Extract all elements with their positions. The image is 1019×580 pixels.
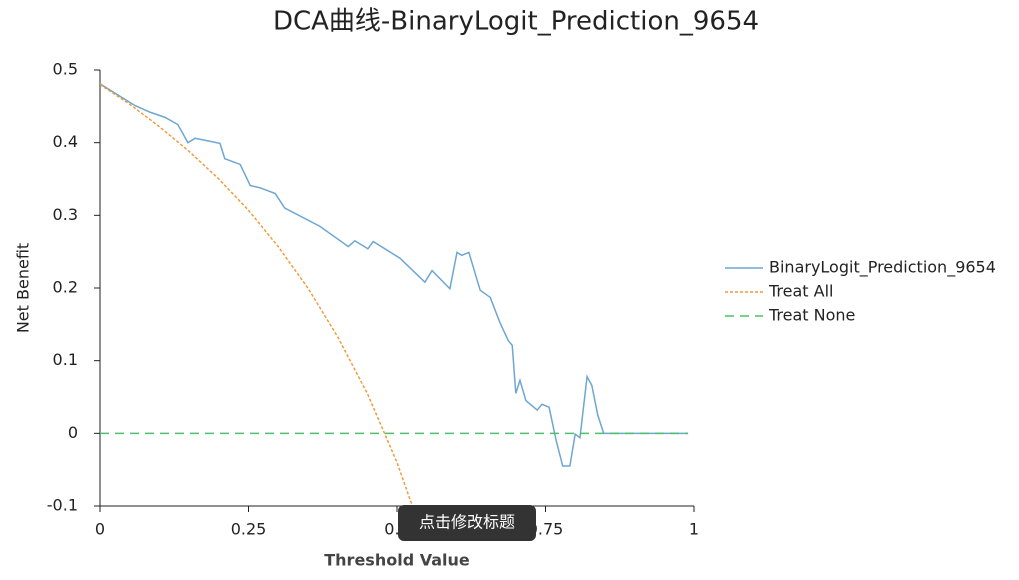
tooltip-text: 点击修改标题 [419,513,515,532]
y-tick-label: 0.4 [53,132,78,151]
y-tick-label: -0.1 [47,496,78,515]
x-axis-label: Threshold Value [324,551,470,570]
x-tick-label: 0 [95,520,105,539]
x-tick-label: 0.25 [231,520,267,539]
tooltip-box [398,505,536,541]
plot-area [100,83,689,506]
y-tick-label: 0.1 [53,350,78,369]
chart-title: DCA曲线-BinaryLogit_Prediction_9654 [273,7,759,37]
legend-label: Treat None [768,306,855,325]
series-line [100,83,689,467]
legend-label: Treat All [768,282,834,301]
y-tick-label: 0 [68,423,78,442]
y-axis-label: Net Benefit [14,243,33,333]
series-line [100,83,414,506]
legend-label: BinaryLogit_Prediction_9654 [769,258,996,278]
y-tick-label: 0.3 [53,205,78,224]
x-tick-label: 0.75 [528,520,564,539]
y-tick-label: 0.5 [53,60,78,79]
x-tick-label: 1 [689,520,699,539]
y-tick-label: 0.2 [53,278,78,297]
